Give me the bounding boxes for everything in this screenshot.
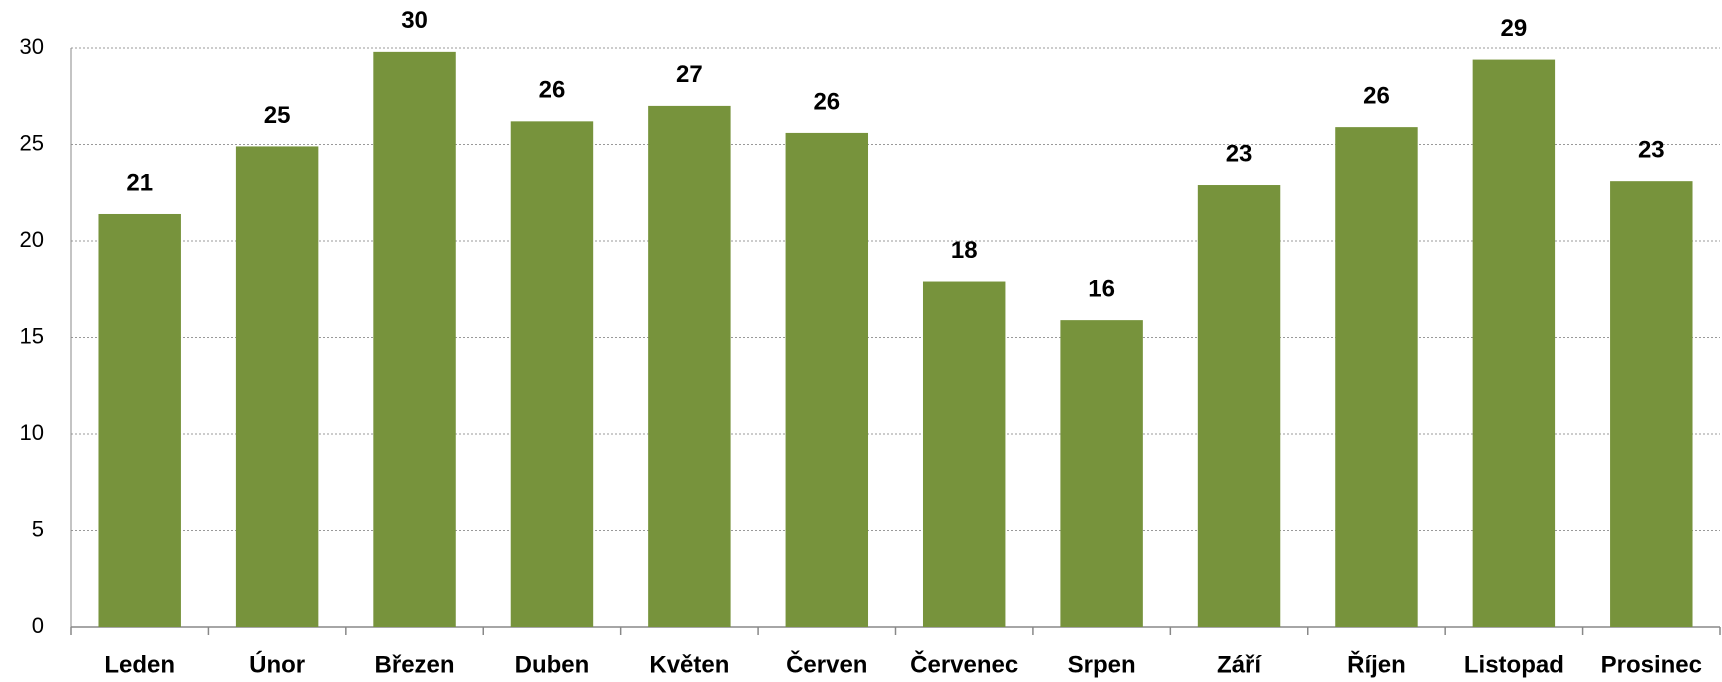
x-tick-label: Prosinec — [1601, 651, 1702, 678]
y-tick-label: 15 — [20, 323, 44, 348]
bar — [1197, 185, 1281, 627]
bar — [1335, 127, 1418, 627]
x-tick-label: Duben — [515, 651, 590, 678]
x-tick-label: Únor — [249, 650, 305, 678]
value-label: 21 — [126, 169, 153, 196]
value-label: 18 — [951, 237, 978, 264]
bar — [785, 132, 869, 628]
bar — [648, 105, 731, 627]
y-tick-label: 10 — [20, 420, 44, 445]
x-tick-label: Listopad — [1464, 651, 1564, 678]
y-tick-label: 25 — [20, 130, 44, 155]
value-label: 25 — [264, 102, 291, 129]
value-label: 29 — [1501, 15, 1528, 42]
bar — [98, 213, 181, 628]
bar — [235, 146, 319, 627]
value-label: 27 — [676, 61, 703, 88]
x-tick-label: Červen — [786, 650, 867, 678]
value-label: 23 — [1638, 137, 1665, 164]
value-label: 26 — [1363, 82, 1390, 109]
x-tick-label: Červenec — [910, 650, 1018, 678]
bar — [1610, 181, 1693, 628]
value-label: 26 — [539, 77, 566, 104]
bar — [1472, 59, 1556, 627]
x-tick-label: Leden — [104, 651, 175, 678]
value-label: 23 — [1226, 140, 1253, 167]
value-label: 30 — [401, 7, 428, 34]
bar — [1060, 320, 1143, 627]
y-tick-label: 20 — [20, 227, 44, 252]
y-tick-label: 0 — [32, 613, 44, 638]
x-tick-label: Září — [1217, 651, 1262, 678]
x-tick-label: Říjen — [1347, 650, 1406, 678]
bar — [510, 121, 594, 627]
bar — [922, 281, 1006, 627]
x-tick-label: Květen — [649, 651, 729, 678]
bar — [373, 51, 456, 628]
x-tick-label: Březen — [375, 651, 455, 678]
value-label: 26 — [813, 88, 840, 115]
value-label: 16 — [1088, 275, 1115, 302]
x-tick-label: Srpen — [1068, 651, 1136, 678]
y-tick-label: 5 — [32, 516, 44, 541]
y-tick-label: 30 — [20, 34, 44, 59]
